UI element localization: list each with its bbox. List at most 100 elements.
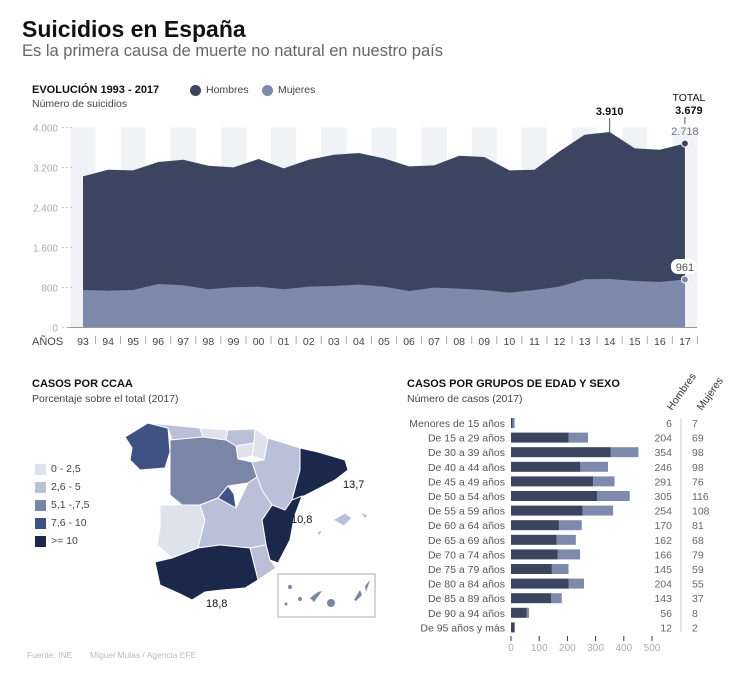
x-tick-label: 17	[679, 336, 691, 348]
value-hombres: 204	[654, 579, 672, 591]
category-label: De 55 a 59 años	[428, 506, 505, 518]
bar-hombres	[511, 505, 583, 516]
value-mujeres: 8	[692, 608, 698, 620]
x-tick-label: 02	[303, 336, 315, 348]
x-tick-label: 15	[629, 336, 641, 348]
x-tick-label: 99	[228, 336, 240, 348]
region-baleares-3	[315, 529, 323, 537]
bar-chart-subtitle: Número de casos (2017)	[407, 393, 523, 405]
value-mujeres: 81	[692, 520, 704, 532]
x-tick-label: 200	[559, 643, 576, 654]
mujeres-last-value: 961	[676, 262, 694, 274]
bar-hombres	[511, 491, 598, 501]
y-tick-label: 2.400	[33, 204, 58, 215]
map-legend-label: 2,6 - 5	[51, 481, 81, 493]
bar-chart-title: CASOS POR GRUPOS DE EDAD Y SEXO	[407, 378, 620, 390]
y-tick-label: 0	[52, 324, 58, 335]
value-mujeres: 108	[692, 506, 710, 518]
legend-label-hombres: Hombres	[206, 84, 249, 96]
bar-mujeres	[610, 447, 639, 458]
x-tick-label: 00	[253, 336, 265, 348]
x-tick-label: 94	[102, 336, 114, 348]
y-tick-label: 3.200	[33, 164, 58, 175]
value-mujeres: 98	[692, 462, 704, 474]
canarias-inset-frame	[277, 573, 376, 618]
x-tick-label: 100	[531, 643, 548, 654]
value-hombres: 143	[654, 593, 672, 605]
bar-hombres	[511, 607, 527, 618]
peak-label: 3.910	[596, 106, 624, 118]
x-tick-label: 09	[478, 336, 490, 348]
x-tick-label: 0	[508, 643, 514, 654]
label-cataluna: 13,7	[343, 479, 364, 491]
bar-hombres	[511, 534, 557, 545]
value-mujeres: 76	[692, 476, 704, 488]
x-tick-label: 14	[604, 336, 616, 348]
x-tick-label: 10	[504, 336, 516, 348]
region-navarra	[251, 428, 269, 461]
bar-mujeres	[526, 607, 530, 618]
map-legend-swatch	[35, 481, 46, 493]
x-tick-label: 11	[529, 336, 540, 348]
value-hombres: 166	[654, 549, 672, 561]
legend-swatch-mujeres	[262, 84, 273, 96]
region-canarias	[284, 580, 370, 607]
map-legend-item: 0 - 2,5	[35, 463, 90, 475]
x-tick-label: 500	[644, 643, 661, 654]
value-mujeres: 79	[692, 549, 704, 561]
x-tick-label: 06	[403, 336, 415, 348]
page-title: Suicidios en España	[22, 16, 246, 42]
category-label: De 90 a 94 años	[428, 608, 505, 620]
page-subtitle: Es la primera causa de muerte no natural…	[22, 42, 443, 60]
value-mujeres: 68	[692, 535, 704, 547]
map-legend-label: >= 10	[51, 535, 78, 547]
legend-swatch-hombres	[190, 84, 201, 96]
bar-mujeres	[557, 549, 581, 560]
total-value: 3.679	[675, 105, 703, 117]
value-mujeres: 7	[692, 418, 698, 430]
category-label: De 50 a 54 años	[428, 491, 505, 503]
category-label: De 80 a 84 años	[428, 579, 505, 591]
map-legend-item: >= 10	[35, 535, 90, 547]
category-label: De 75 a 79 años	[428, 564, 505, 576]
x-tick-label: 08	[453, 336, 465, 348]
value-hombres: 246	[654, 462, 672, 474]
value-mujeres: 116	[692, 491, 709, 503]
bar-mujeres	[582, 505, 614, 516]
bar-hombres	[511, 622, 515, 633]
category-label: De 65 a 69 años	[428, 535, 505, 547]
label-andalucia: 18,8	[206, 598, 227, 610]
bar-mujeres	[580, 461, 609, 472]
x-tick-label: 04	[353, 336, 365, 348]
legend-mujeres: Mujeres	[262, 84, 315, 96]
bar-hombres	[511, 520, 559, 531]
bar-hombres	[511, 564, 552, 574]
x-tick-label: 95	[127, 336, 139, 348]
x-tick-label: 12	[554, 336, 566, 348]
bar-mujeres	[551, 564, 569, 574]
value-hombres: 354	[654, 447, 672, 459]
x-tick-label: 96	[152, 336, 164, 348]
bar-mujeres	[593, 476, 615, 487]
total-title: TOTAL	[672, 92, 705, 104]
value-mujeres: 69	[692, 433, 704, 445]
x-axis-label: AÑOS	[32, 335, 63, 348]
y-tick-label: 800	[41, 284, 58, 295]
x-tick-label: 16	[654, 336, 666, 348]
value-hombres: 6	[666, 418, 672, 430]
map-legend-swatch	[35, 517, 46, 529]
value-hombres: 170	[654, 520, 672, 532]
category-label: De 30 a 39 años	[428, 447, 505, 459]
x-tick-label: 13	[579, 336, 591, 348]
value-hombres: 291	[654, 476, 672, 488]
map-legend: 0 - 2,5 2,6 - 5 5,1 -,7,5 7,6 - 10 >= 10	[35, 463, 90, 553]
value-hombres: 162	[654, 535, 672, 547]
map-legend-swatch	[35, 535, 46, 547]
y-tick-label: 1.600	[33, 244, 58, 255]
category-label: De 45 a 49 años	[428, 476, 505, 488]
value-hombres: 12	[660, 622, 672, 634]
map-legend-label: 0 - 2,5	[51, 463, 81, 475]
x-tick-label: 93	[77, 336, 89, 348]
